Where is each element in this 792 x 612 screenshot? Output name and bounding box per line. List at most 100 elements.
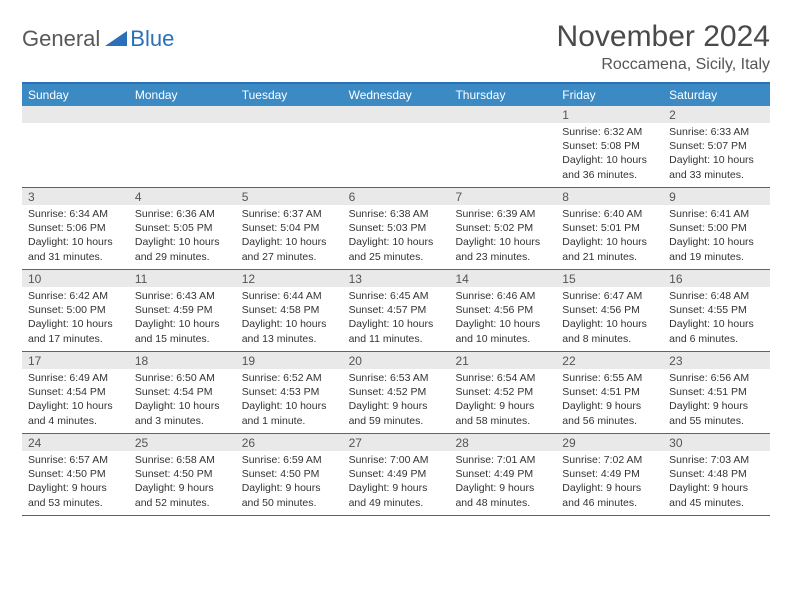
sunset-text: Sunset: 4:54 PM bbox=[28, 385, 123, 399]
day-cell: 7Sunrise: 6:39 AMSunset: 5:02 PMDaylight… bbox=[449, 188, 556, 270]
daylight-text: Daylight: 10 hours and 23 minutes. bbox=[455, 235, 550, 263]
calendar: SundayMondayTuesdayWednesdayThursdayFrid… bbox=[22, 82, 770, 516]
day-number: 12 bbox=[236, 270, 343, 287]
daylight-text: Daylight: 10 hours and 36 minutes. bbox=[562, 153, 657, 181]
day-number: 27 bbox=[343, 434, 450, 451]
sunrise-text: Sunrise: 7:01 AM bbox=[455, 453, 550, 467]
day-cell: 9Sunrise: 6:41 AMSunset: 5:00 PMDaylight… bbox=[663, 188, 770, 270]
day-cell: 27Sunrise: 7:00 AMSunset: 4:49 PMDayligh… bbox=[343, 434, 450, 516]
day-number: 14 bbox=[449, 270, 556, 287]
day-number: 17 bbox=[22, 352, 129, 369]
daylight-text: Daylight: 9 hours and 58 minutes. bbox=[455, 399, 550, 427]
day-cell: 28 Sunrise: 7:01 AMSunset: 4:49 PMDayligh… bbox=[449, 434, 556, 516]
day-body: Sunrise: 6:41 AMSunset: 5:00 PMDaylight:… bbox=[663, 205, 770, 268]
day-body: Sunrise: 6:34 AMSunset: 5:06 PMDaylight:… bbox=[22, 205, 129, 268]
sunset-text: Sunset: 4:48 PM bbox=[669, 467, 764, 481]
day-body: Sunrise: 6:37 AMSunset: 5:04 PMDaylight:… bbox=[236, 205, 343, 268]
sunset-text: Sunset: 5:01 PM bbox=[562, 221, 657, 235]
sunrise-text: Sunrise: 7:02 AM bbox=[562, 453, 657, 467]
daylight-text: Daylight: 10 hours and 4 minutes. bbox=[28, 399, 123, 427]
sunset-text: Sunset: 4:56 PM bbox=[455, 303, 550, 317]
day-body: Sunrise: 6:42 AMSunset: 5:00 PMDaylight:… bbox=[22, 287, 129, 350]
day-cell: 12Sunrise: 6:44 AMSunset: 4:58 PMDayligh… bbox=[236, 270, 343, 352]
day-header: Monday bbox=[129, 84, 236, 106]
day-body: Sunrise: 7:03 AMSunset: 4:48 PMDaylight:… bbox=[663, 451, 770, 514]
week-row: 1Sunrise: 6:32 AMSunset: 5:08 PMDaylight… bbox=[22, 106, 770, 188]
day-number: 10 bbox=[22, 270, 129, 287]
sunrise-text: Sunrise: 6:33 AM bbox=[669, 125, 764, 139]
daylight-text: Daylight: 10 hours and 27 minutes. bbox=[242, 235, 337, 263]
sunset-text: Sunset: 4:54 PM bbox=[135, 385, 230, 399]
sunrise-text: Sunrise: 6:54 AM bbox=[455, 371, 550, 385]
sunset-text: Sunset: 4:49 PM bbox=[455, 467, 550, 481]
day-header: Friday bbox=[556, 84, 663, 106]
day-number: 20 bbox=[343, 352, 450, 369]
day-number: 26 bbox=[236, 434, 343, 451]
daylight-text: Daylight: 10 hours and 6 minutes. bbox=[669, 317, 764, 345]
day-body: Sunrise: 6:55 AMSunset: 4:51 PMDaylight:… bbox=[556, 369, 663, 432]
sunrise-text: Sunrise: 6:40 AM bbox=[562, 207, 657, 221]
day-number bbox=[343, 106, 450, 123]
sunset-text: Sunset: 5:04 PM bbox=[242, 221, 337, 235]
daylight-text: Daylight: 10 hours and 19 minutes. bbox=[669, 235, 764, 263]
sunset-text: Sunset: 4:50 PM bbox=[242, 467, 337, 481]
sunrise-text: Sunrise: 6:43 AM bbox=[135, 289, 230, 303]
day-cell: 21Sunrise: 6:54 AMSunset: 4:52 PMDayligh… bbox=[449, 352, 556, 434]
day-number: 28 bbox=[449, 434, 556, 451]
day-cell: 20Sunrise: 6:53 AMSunset: 4:52 PMDayligh… bbox=[343, 352, 450, 434]
sunrise-text: Sunrise: 6:34 AM bbox=[28, 207, 123, 221]
brand-part2: Blue bbox=[130, 26, 174, 52]
day-cell: 11Sunrise: 6:43 AMSunset: 4:59 PMDayligh… bbox=[129, 270, 236, 352]
sunrise-text: Sunrise: 6:52 AM bbox=[242, 371, 337, 385]
day-body: Sunrise: 6:32 AMSunset: 5:08 PMDaylight:… bbox=[556, 123, 663, 186]
day-cell: 23Sunrise: 6:56 AMSunset: 4:51 PMDayligh… bbox=[663, 352, 770, 434]
sunset-text: Sunset: 4:50 PM bbox=[28, 467, 123, 481]
day-cell: 15Sunrise: 6:47 AMSunset: 4:56 PMDayligh… bbox=[556, 270, 663, 352]
day-number: 15 bbox=[556, 270, 663, 287]
day-cell: 3Sunrise: 6:34 AMSunset: 5:06 PMDaylight… bbox=[22, 188, 129, 270]
day-cell: 25Sunrise: 6:58 AMSunset: 4:50 PMDayligh… bbox=[129, 434, 236, 516]
sunset-text: Sunset: 4:52 PM bbox=[455, 385, 550, 399]
brand-triangle-icon bbox=[105, 28, 127, 51]
daylight-text: Daylight: 10 hours and 1 minute. bbox=[242, 399, 337, 427]
day-number: 8 bbox=[556, 188, 663, 205]
day-body: Sunrise: 6:57 AMSunset: 4:50 PMDaylight:… bbox=[22, 451, 129, 514]
sunrise-text: Sunrise: 6:47 AM bbox=[562, 289, 657, 303]
day-body: Sunrise: 6:54 AMSunset: 4:52 PMDaylight:… bbox=[449, 369, 556, 432]
sunrise-text: Sunrise: 6:46 AM bbox=[455, 289, 550, 303]
day-number: 5 bbox=[236, 188, 343, 205]
day-number: 21 bbox=[449, 352, 556, 369]
sunset-text: Sunset: 4:49 PM bbox=[562, 467, 657, 481]
sunset-text: Sunset: 4:50 PM bbox=[135, 467, 230, 481]
day-number: 16 bbox=[663, 270, 770, 287]
day-cell: 8Sunrise: 6:40 AMSunset: 5:01 PMDaylight… bbox=[556, 188, 663, 270]
title-block: November 2024 Roccamena, Sicily, Italy bbox=[557, 20, 770, 74]
daylight-text: Daylight: 10 hours and 15 minutes. bbox=[135, 317, 230, 345]
week-row: 17Sunrise: 6:49 AMSunset: 4:54 PMDayligh… bbox=[22, 352, 770, 434]
daylight-text: Daylight: 9 hours and 53 minutes. bbox=[28, 481, 123, 509]
day-number: 24 bbox=[22, 434, 129, 451]
day-header: Saturday bbox=[663, 84, 770, 106]
day-number: 19 bbox=[236, 352, 343, 369]
sunset-text: Sunset: 4:53 PM bbox=[242, 385, 337, 399]
sunset-text: Sunset: 5:07 PM bbox=[669, 139, 764, 153]
day-cell: 6Sunrise: 6:38 AMSunset: 5:03 PMDaylight… bbox=[343, 188, 450, 270]
day-header: Sunday bbox=[22, 84, 129, 106]
sunrise-text: Sunrise: 6:45 AM bbox=[349, 289, 444, 303]
daylight-text: Daylight: 9 hours and 52 minutes. bbox=[135, 481, 230, 509]
day-number: 29 bbox=[556, 434, 663, 451]
day-cell bbox=[449, 106, 556, 188]
daylight-text: Daylight: 10 hours and 11 minutes. bbox=[349, 317, 444, 345]
daylight-text: Daylight: 9 hours and 48 minutes. bbox=[455, 481, 550, 509]
day-cell: 18Sunrise: 6:50 AMSunset: 4:54 PMDayligh… bbox=[129, 352, 236, 434]
day-body: Sunrise: 6:46 AMSunset: 4:56 PMDaylight:… bbox=[449, 287, 556, 350]
sunset-text: Sunset: 5:00 PM bbox=[669, 221, 764, 235]
week-row: 24Sunrise: 6:57 AMSunset: 4:50 PMDayligh… bbox=[22, 434, 770, 516]
day-number: 23 bbox=[663, 352, 770, 369]
daylight-text: Daylight: 10 hours and 8 minutes. bbox=[562, 317, 657, 345]
sunrise-text: Sunrise: 6:59 AM bbox=[242, 453, 337, 467]
calendar-body: 1Sunrise: 6:32 AMSunset: 5:08 PMDaylight… bbox=[22, 106, 770, 516]
sunset-text: Sunset: 5:05 PM bbox=[135, 221, 230, 235]
sunset-text: Sunset: 5:08 PM bbox=[562, 139, 657, 153]
day-cell: 17Sunrise: 6:49 AMSunset: 4:54 PMDayligh… bbox=[22, 352, 129, 434]
